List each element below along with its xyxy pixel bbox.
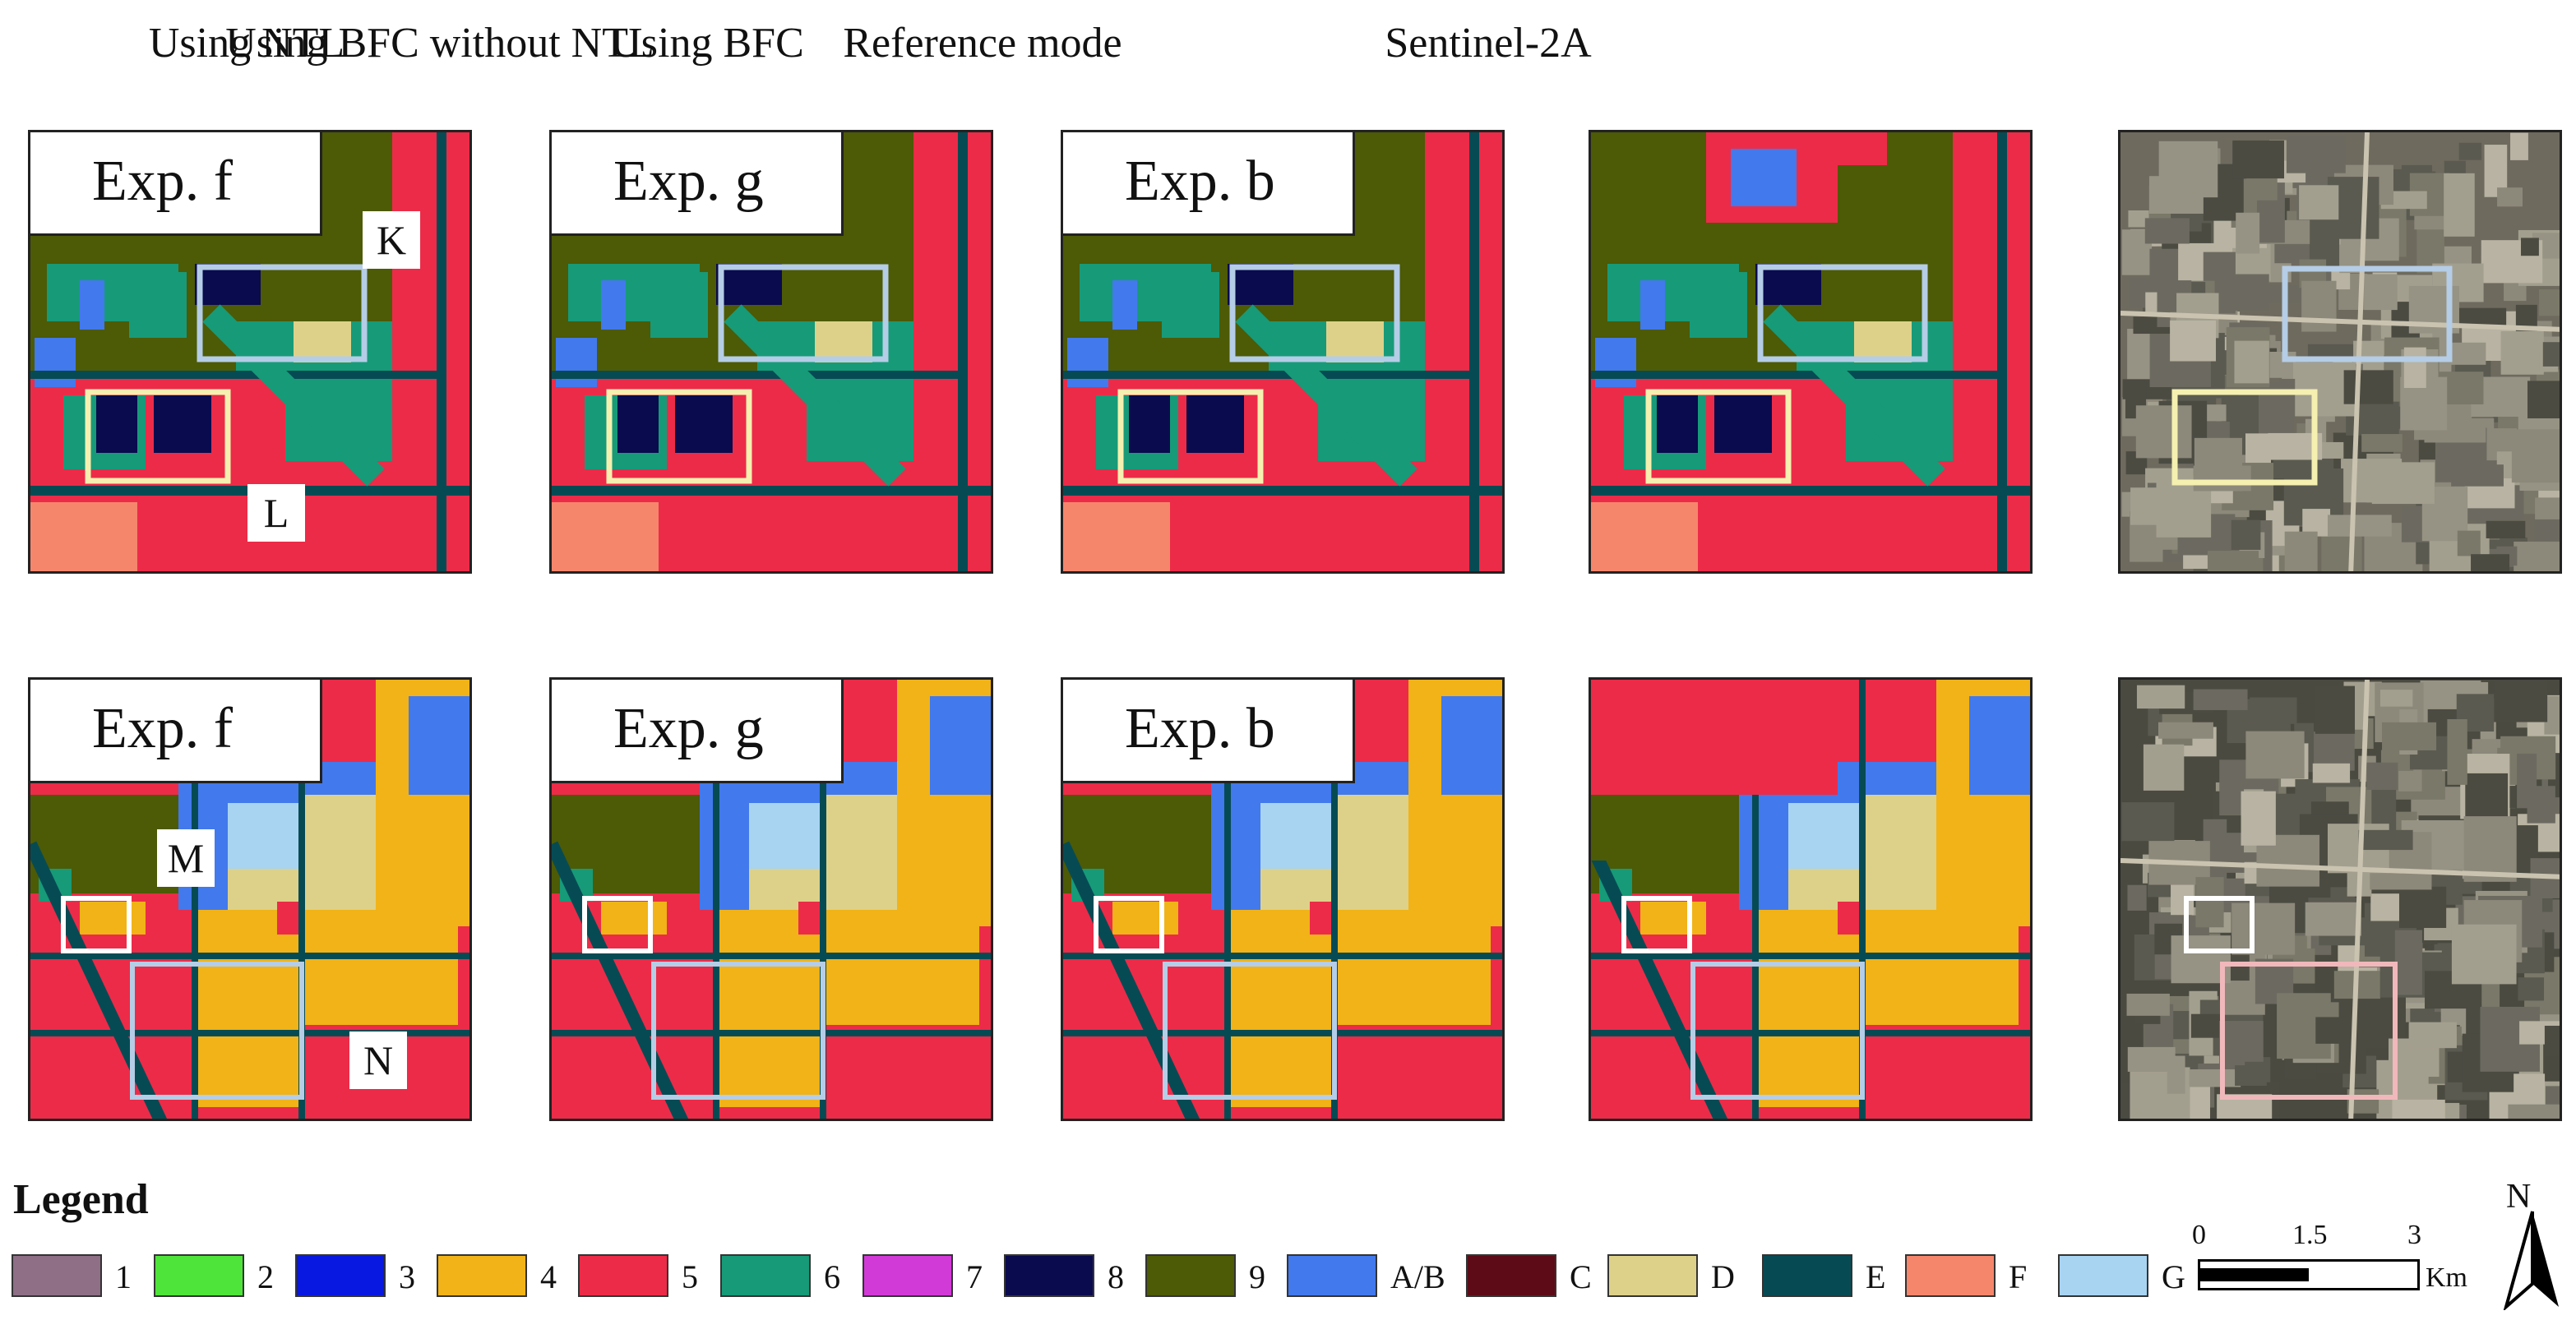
legend-swatch: [1607, 1254, 1698, 1297]
legend-swatch: [154, 1254, 244, 1297]
legend-label: 3: [399, 1258, 415, 1295]
legend-swatch: [1145, 1254, 1236, 1297]
legend-swatch: [1287, 1254, 1377, 1297]
legend-label: E: [1866, 1258, 1886, 1295]
legend-label: 5: [682, 1258, 698, 1295]
satellite-panel-row1: [2118, 130, 2562, 574]
legend-swatch: [1466, 1254, 1556, 1297]
highlight-box: [1229, 264, 1400, 362]
scale-bar: [2198, 1259, 2420, 1290]
map-panel-row2-reference: [1589, 677, 2033, 1121]
scale-unit: Km: [2426, 1262, 2467, 1293]
map-panel-row1-exp-b: Exp. b: [1061, 130, 1505, 574]
map-panel-row2-exp-b: Exp. b: [1061, 677, 1505, 1121]
legend-swatch: [1004, 1254, 1094, 1297]
highlight-box: [85, 389, 231, 484]
highlight-box: [582, 896, 653, 953]
callout-l: L: [247, 484, 305, 542]
legend-label: 4: [540, 1258, 557, 1295]
legend-label: G: [2162, 1258, 2185, 1295]
scale-tick-1: 1.5: [2292, 1220, 2328, 1250]
map-panel-row2-exp-g: Exp. g: [549, 677, 993, 1121]
legend-swatch: [863, 1254, 953, 1297]
panel-label: Exp. b: [1063, 680, 1355, 783]
column-title-reference: Reference mode: [843, 20, 1122, 67]
legend-label: D: [1711, 1258, 1735, 1295]
map-panel-row2-exp-f: Exp. f M N: [28, 677, 472, 1121]
panel-label: Exp. g: [552, 680, 844, 783]
legend-title: Legend: [13, 1176, 149, 1223]
map-panel-row1-reference: [1589, 130, 2033, 574]
legend-label: 2: [257, 1258, 274, 1295]
highlight-box: [2171, 389, 2318, 486]
legend-swatch: [1905, 1254, 1996, 1297]
highlight-box: [1094, 896, 1164, 953]
highlight-box: [61, 896, 132, 953]
panel-label: Exp. b: [1063, 132, 1355, 236]
satellite-panel-row2: [2118, 677, 2562, 1121]
legend-label: 6: [824, 1258, 840, 1295]
highlight-box: [1621, 896, 1692, 953]
highlight-box: [651, 962, 826, 1100]
north-label: N: [2506, 1178, 2532, 1216]
legend-label: F: [2009, 1258, 2028, 1295]
panel-label: Exp. f: [30, 680, 322, 783]
north-arrow-icon: [2503, 1211, 2559, 1310]
legend-swatch: [295, 1254, 386, 1297]
legend-swatch: [578, 1254, 668, 1297]
scale-tick-0: 0: [2192, 1220, 2206, 1250]
highlight-box: [1757, 264, 1928, 362]
map-panel-row1-exp-f: Exp. f K L: [28, 130, 472, 574]
legend-label: 9: [1249, 1258, 1265, 1295]
callout-k: K: [363, 211, 420, 269]
legend-swatch: [2058, 1254, 2148, 1297]
callout-m: M: [157, 829, 215, 887]
panel-label: Exp. f: [30, 132, 322, 236]
legend-swatch: [720, 1254, 811, 1297]
highlight-box: [1690, 962, 1865, 1100]
column-title-sentinel: Sentinel-2A: [1385, 20, 1592, 67]
legend-swatch: [12, 1254, 102, 1297]
highlight-box: [1117, 389, 1264, 484]
legend-label: 1: [115, 1258, 132, 1295]
legend-label: C: [1570, 1258, 1592, 1295]
column-title-bfc: Using BFC: [610, 20, 804, 67]
highlight-box: [197, 264, 368, 362]
highlight-box: [718, 264, 889, 362]
legend-label: 8: [1108, 1258, 1124, 1295]
legend-swatch: [1762, 1254, 1852, 1297]
legend-label: A/B: [1390, 1258, 1445, 1295]
highlight-box: [1163, 962, 1337, 1100]
highlight-box: [2184, 896, 2255, 953]
highlight-box: [606, 389, 752, 484]
highlight-box: [2282, 265, 2453, 362]
column-title-ntl: Using NTL: [148, 20, 345, 67]
scale-tick-2: 3: [2407, 1220, 2421, 1250]
highlight-box: [2220, 962, 2398, 1100]
highlight-box: [1645, 389, 1792, 484]
callout-n: N: [349, 1032, 407, 1089]
column-title-bfc-without-ntl: Using BFC without NTL: [225, 20, 654, 67]
map-panel-row1-exp-g: Exp. g: [549, 130, 993, 574]
highlight-box: [130, 962, 304, 1100]
legend-swatch: [437, 1254, 527, 1297]
panel-label: Exp. g: [552, 132, 844, 236]
legend-label: 7: [966, 1258, 983, 1295]
